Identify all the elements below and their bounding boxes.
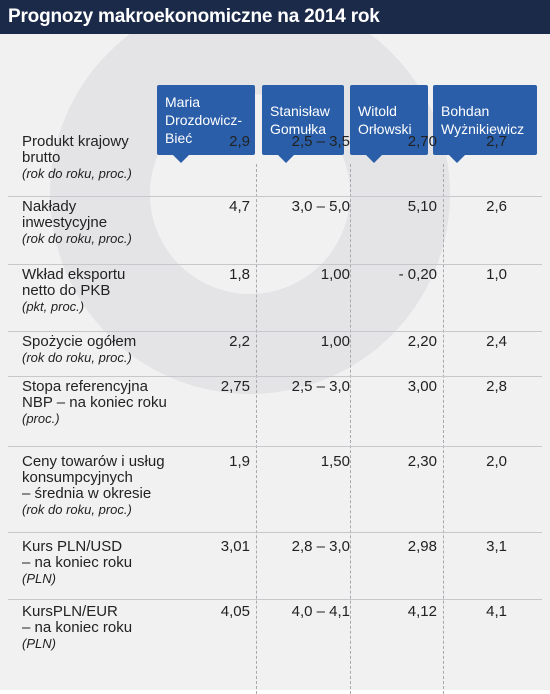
table-cell: 2,4 <box>486 333 507 350</box>
table-cell: 4,1 <box>486 603 507 620</box>
column-header-line: Orłowski <box>358 121 412 137</box>
table-cell: 3,0 – 5,0 <box>291 198 350 215</box>
row-separator <box>8 599 542 600</box>
row-label-line: konsumpcyjnych <box>22 469 133 486</box>
table-cell: 5,10 <box>407 198 437 215</box>
row-separator <box>8 532 542 533</box>
table-panel: Maria Drozdowicz- Bieć Stanisław Gomułka Wito… <box>0 34 550 694</box>
row-unit: (proc.) <box>22 411 60 426</box>
row-label-line: netto do PKB <box>22 282 111 299</box>
table-cell: 2,2 <box>229 333 250 350</box>
table-cell: 1,0 <box>486 266 507 283</box>
row-label-line: – na koniec roku <box>22 619 133 636</box>
row-unit: (rok do roku, proc.) <box>22 350 132 365</box>
row-label-line: – na koniec roku <box>22 554 133 571</box>
row-label: KursPLN/EUR – na koniec roku (PLN) <box>22 604 212 652</box>
column-header-line: Bohdan <box>441 103 490 119</box>
row-unit: (pkt, proc.) <box>22 299 85 314</box>
column-header-line: Maria <box>165 94 201 110</box>
row-label: Stopa referencyjna NBP – na koniec roku (p… <box>22 379 212 427</box>
column-header-line: Witold <box>358 103 397 119</box>
table-cell: 2,5 – 3,5 <box>291 133 350 150</box>
row-label: Nakłady inwestycyjne (rok do roku, proc.) <box>22 199 212 247</box>
column-divider <box>443 164 444 694</box>
row-label-line: Produkt krajowy <box>22 133 129 150</box>
column-header-4: Bohdan Wyżnikiewicz <box>433 85 537 163</box>
row-label-line: – średnia w okresie <box>22 485 152 502</box>
row-separator <box>8 446 542 447</box>
column-header-line: Stanisław <box>270 103 330 119</box>
column-header-2: Stanisław Gomułka <box>262 85 344 163</box>
table-cell: 3,01 <box>220 538 250 555</box>
row-separator <box>8 196 542 197</box>
table-cell: - 0,20 <box>398 266 437 283</box>
row-label: Ceny towarów i usług konsumpcyjnych – śred… <box>22 454 212 518</box>
table-cell: 2,75 <box>220 378 250 395</box>
table-cell: 1,00 <box>320 266 350 283</box>
row-separator <box>8 331 542 332</box>
row-label-line: Spożycie ogółem <box>22 333 137 350</box>
table-cell: 1,50 <box>320 453 350 470</box>
row-label-line: Wkład eksportu <box>22 266 126 283</box>
row-label-line: NBP – na koniec roku <box>22 394 167 411</box>
column-header-line: Drozdowicz- <box>165 112 243 128</box>
row-label-line: inwestycyjne <box>22 214 108 231</box>
page-title: Prognozy makroekonomiczne na 2014 rok <box>0 0 550 34</box>
table-cell: 2,70 <box>407 133 437 150</box>
table-cell: 4,0 – 4,1 <box>291 603 350 620</box>
table-cell: 2,7 <box>486 133 507 150</box>
table-cell: 4,05 <box>220 603 250 620</box>
table-cell: 1,8 <box>229 266 250 283</box>
row-unit: (rok do roku, proc.) <box>22 166 132 181</box>
row-label-line: brutto <box>22 149 61 166</box>
row-unit: (rok do roku, proc.) <box>22 502 132 517</box>
table-cell: 3,00 <box>407 378 437 395</box>
table-cell: 2,6 <box>486 198 507 215</box>
column-header-line: Wyżnikiewicz <box>441 121 525 137</box>
table-cell: 2,98 <box>407 538 437 555</box>
table-cell: 2,8 <box>486 378 507 395</box>
table-cell: 2,20 <box>407 333 437 350</box>
row-label: Wkład eksportu netto do PKB (pkt, proc.) <box>22 267 212 315</box>
column-header-line: Bieć <box>165 130 193 146</box>
table-cell: 3,1 <box>486 538 507 555</box>
table-cell: 2,30 <box>407 453 437 470</box>
table-cell: 2,8 – 3,0 <box>291 538 350 555</box>
row-label: Kurs PLN/USD – na koniec roku (PLN) <box>22 539 212 587</box>
row-label-line: Kurs PLN/USD <box>22 538 123 555</box>
table-cell: 4,7 <box>229 198 250 215</box>
row-label: Produkt krajowy brutto (rok do roku, proc.… <box>22 134 212 182</box>
table-cell: 1,00 <box>320 333 350 350</box>
row-label-line: Ceny towarów i usług <box>22 453 165 470</box>
row-unit: (rok do roku, proc.) <box>22 231 132 246</box>
column-header-3: Witold Orłowski <box>350 85 428 163</box>
row-label: Spożycie ogółem (rok do roku, proc.) <box>22 334 212 366</box>
table-cell: 2,5 – 3,0 <box>291 378 350 395</box>
table-cell: 1,9 <box>229 453 250 470</box>
row-separator <box>8 264 542 265</box>
row-label-line: Nakłady <box>22 198 77 215</box>
table-cell: 2,0 <box>486 453 507 470</box>
table-cell: 4,12 <box>407 603 437 620</box>
column-header-line: Gomułka <box>270 121 327 137</box>
column-divider <box>350 164 351 694</box>
table-cell: 2,9 <box>229 133 250 150</box>
column-header-1: Maria Drozdowicz- Bieć <box>157 85 255 163</box>
row-label-line: Stopa referencyjna <box>22 378 148 395</box>
row-separator <box>8 376 542 377</box>
row-label-line: KursPLN/EUR <box>22 603 118 620</box>
row-unit: (PLN) <box>22 571 56 586</box>
row-unit: (PLN) <box>22 636 56 651</box>
column-divider <box>256 164 257 694</box>
